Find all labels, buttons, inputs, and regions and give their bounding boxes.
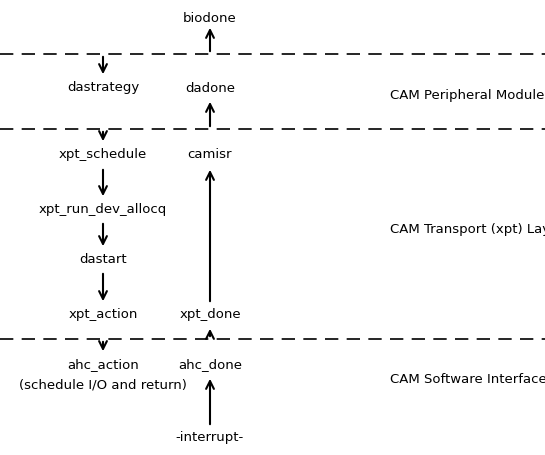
Text: CAM Transport (xpt) Layer: CAM Transport (xpt) Layer [390, 223, 545, 236]
Text: CAM Software Interface Module Layer: CAM Software Interface Module Layer [390, 373, 545, 386]
Text: dastrategy: dastrategy [67, 81, 139, 94]
Text: xpt_done: xpt_done [179, 308, 241, 321]
Text: biodone: biodone [183, 11, 237, 25]
Text: dastart: dastart [79, 253, 127, 266]
Text: xpt_schedule: xpt_schedule [59, 148, 147, 161]
Text: camisr: camisr [187, 148, 232, 161]
Text: ahc_done: ahc_done [178, 358, 242, 371]
Text: ahc_action: ahc_action [67, 358, 139, 371]
Text: -interrupt-: -interrupt- [176, 430, 244, 444]
Text: xpt_run_dev_allocq: xpt_run_dev_allocq [39, 203, 167, 216]
Text: xpt_action: xpt_action [68, 308, 138, 321]
Text: dadone: dadone [185, 81, 235, 94]
Text: CAM Peripheral Module Layer: CAM Peripheral Module Layer [390, 88, 545, 101]
Text: (schedule I/O and return): (schedule I/O and return) [19, 378, 187, 391]
